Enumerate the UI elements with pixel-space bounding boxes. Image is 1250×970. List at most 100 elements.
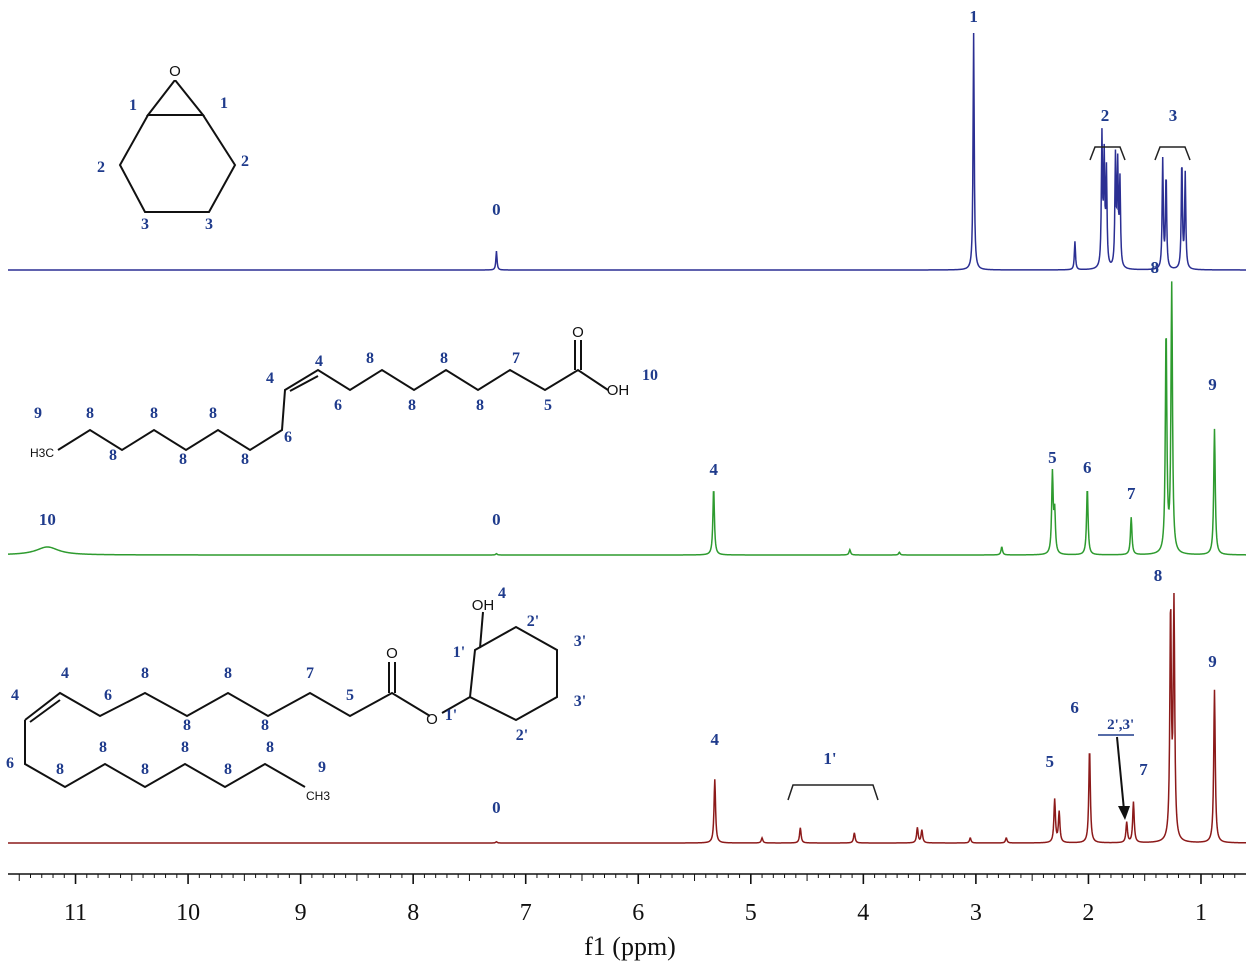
spectra-layer: [7, 32, 1247, 844]
atom-CH3: CH3: [306, 789, 330, 803]
structure-cyclohexene-oxide: O 1 1 2 2 3 3: [97, 60, 249, 233]
ester-label: 8: [266, 739, 274, 756]
epoxide-ring: [145, 78, 206, 116]
peak-label: 1: [969, 7, 978, 26]
epoxide-label: 1: [220, 95, 228, 112]
atom-OH: OH: [607, 382, 630, 399]
atom-O-ester-carbonyl: O: [386, 645, 398, 662]
epoxide-label: 2: [97, 159, 105, 176]
cyclohexyl-ring: [468, 625, 558, 722]
atom-H3C: H3C: [30, 446, 54, 460]
acid-label: 6: [334, 397, 342, 414]
oh-bond: [479, 611, 484, 649]
acid-label: 8: [209, 405, 217, 422]
x-axis-title: f1 (ppm): [584, 932, 676, 961]
acid-label: 4: [315, 353, 323, 370]
x-tick-label: 11: [64, 900, 87, 926]
x-tick-label: 6: [632, 900, 644, 926]
arrow-2-3prime: [1116, 736, 1125, 811]
acid-label: 8: [366, 350, 374, 367]
structure-oleic-acid: O OH H3C 9 8 8 8 8 8 8 8 6 4 4 6 8 8 8 7…: [30, 324, 658, 468]
peak-label: 9: [1208, 652, 1217, 671]
acid-label: 8: [150, 405, 158, 422]
ester-label: 9: [318, 759, 326, 776]
ester-label: 1': [445, 707, 457, 724]
ester-label: 3': [574, 633, 586, 650]
acid-label: 10: [642, 367, 658, 384]
ester-chain-upper: [24, 691, 431, 721]
cis-double-bond: [289, 375, 319, 392]
acid-label: 6: [284, 429, 292, 446]
acid-label: 8: [476, 397, 484, 414]
peak-label: 2',3': [1107, 717, 1134, 733]
ester-label: 8: [141, 665, 149, 682]
peak-label: 8: [1150, 258, 1159, 277]
epoxide-label: 3: [141, 216, 149, 233]
structure-ester-product: O O OH CH3 4 4 6 8 8 8 7 5 6 8 8 8 8 8 8…: [6, 585, 586, 803]
ester-label: 8: [99, 739, 107, 756]
arrow-head: [1118, 806, 1130, 820]
peak-labels-layer: 0 1 10 0 4 5 6 7 8 9 0 4 5 6 2',3' 7 8 9: [39, 7, 1217, 817]
x-tick-label: 7: [520, 900, 532, 926]
ester-double-bond: [29, 699, 61, 723]
acid-label: 8: [179, 451, 187, 468]
x-tick-label: 9: [295, 900, 307, 926]
bracket-3: [1154, 146, 1191, 161]
peak-label: 6: [1070, 698, 1079, 717]
ester-label: 4: [498, 585, 506, 602]
acid-label: 7: [512, 350, 520, 367]
peak-label: 6: [1083, 458, 1092, 477]
peak-label: 0: [492, 798, 501, 817]
peak-label: 0: [492, 200, 501, 219]
ester-label: 2': [527, 613, 539, 630]
acid-label: 8: [86, 405, 94, 422]
x-tick-label: 5: [745, 900, 757, 926]
ester-label: 8: [224, 761, 232, 778]
spectrum-trace-1: [8, 32, 1246, 271]
peak-label: 5: [1045, 752, 1054, 771]
ester-label: 5: [346, 687, 354, 704]
x-tick-label: 10: [176, 900, 200, 926]
x-tick-label: 2: [1082, 900, 1094, 926]
group-label-3: 3: [1169, 106, 1178, 125]
acid-label: 4: [266, 370, 274, 387]
x-tick-label: 1: [1195, 900, 1207, 926]
acid-label: 8: [408, 397, 416, 414]
ester-label: 8: [181, 739, 189, 756]
x-tick-label: 8: [407, 900, 419, 926]
peak-label: 9: [1208, 375, 1217, 394]
peak-label: 4: [711, 730, 720, 749]
ester-label: 1': [453, 644, 465, 661]
acid-label: 8: [241, 451, 249, 468]
peak-label: 8: [1154, 566, 1163, 585]
atom-O-epoxide: O: [169, 63, 181, 80]
acid-label: 9: [34, 405, 42, 422]
ester-label: 4: [61, 665, 69, 682]
ester-label: 4: [11, 687, 19, 704]
ester-bond: [441, 696, 471, 714]
ester-label: 3': [574, 693, 586, 710]
ester-label: 8: [141, 761, 149, 778]
bracket-1prime: [787, 784, 879, 801]
cyclohexane-ring: [118, 114, 237, 213]
atom-O-ester: O: [426, 711, 438, 728]
x-axis: 11 10 9 8 7 6 5 4 3 2 1: [8, 873, 1246, 926]
group-annotations: 2 3 1': [787, 106, 1191, 820]
peak-label: 4: [709, 460, 718, 479]
epoxide-label: 3: [205, 216, 213, 233]
spectrum-trace-3: [8, 593, 1247, 844]
acid-label: 5: [544, 397, 552, 414]
acid-label: 8: [440, 350, 448, 367]
ester-label: 8: [261, 717, 269, 734]
x-tick-label: 3: [970, 900, 982, 926]
spectrum-trace-2: [7, 281, 1246, 556]
peak-label: 7: [1127, 484, 1136, 503]
acid-chain: [57, 368, 609, 452]
x-tick-label: 4: [857, 900, 869, 926]
ester-chain-lower: [24, 720, 306, 789]
ester-label: 8: [56, 761, 64, 778]
ester-label: 8: [224, 665, 232, 682]
group-label-1prime: 1': [823, 749, 836, 768]
ester-label: 2': [516, 727, 528, 744]
